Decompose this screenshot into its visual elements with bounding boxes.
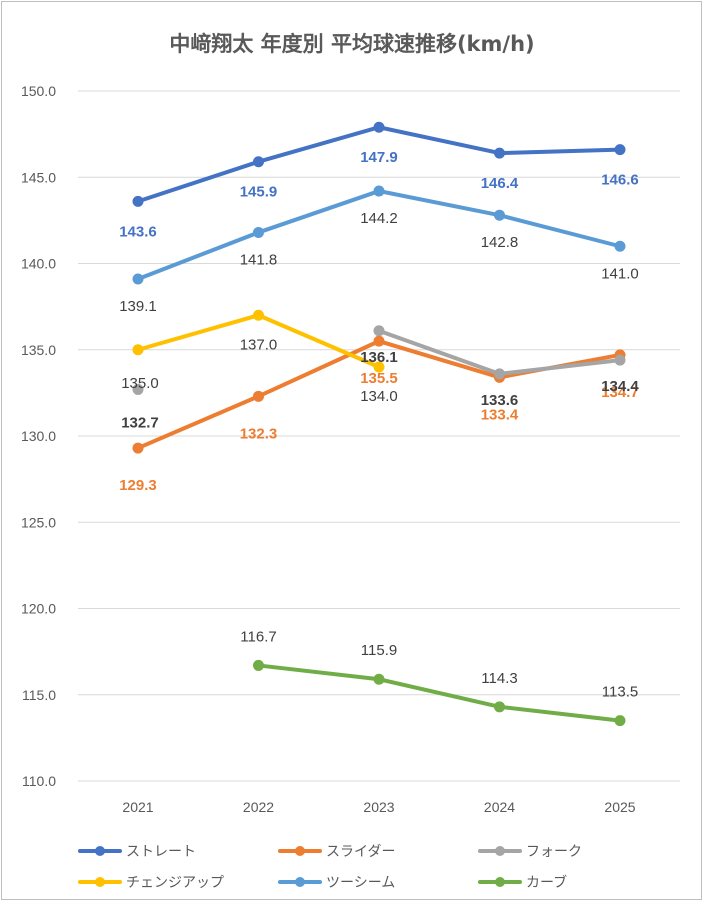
x-tick-label: 2024 — [484, 799, 515, 815]
legend-label: フォーク — [526, 844, 582, 860]
data-label: 142.8 — [481, 234, 519, 251]
data-label: 116.7 — [240, 628, 276, 645]
data-point — [132, 273, 144, 285]
data-point — [614, 354, 626, 366]
data-labels: 143.6 145.9 147.9 146.4 146.6 129.3 132.3 135.5… — [119, 149, 639, 700]
legend-label: カーブ — [526, 874, 567, 891]
legend-marker — [295, 846, 305, 856]
data-point — [253, 659, 264, 671]
legend-item: フォーク — [478, 844, 582, 860]
data-point — [494, 209, 505, 221]
x-tick-label: 2025 — [604, 799, 635, 815]
data-point — [373, 121, 385, 133]
y-tick-label: 115.0 — [22, 687, 56, 703]
data-label: 135.5 — [360, 370, 398, 387]
data-point — [373, 325, 385, 337]
y-tick-label: 130.0 — [21, 428, 56, 444]
legend-label: ストレート — [126, 844, 196, 860]
data-point — [132, 442, 144, 454]
legend-marker — [295, 877, 305, 887]
data-point — [373, 335, 385, 347]
data-label: 115.9 — [361, 642, 397, 659]
data-label: 129.3 — [119, 477, 157, 494]
data-label: 133.4 — [481, 406, 519, 423]
data-point — [614, 240, 626, 252]
legend-marker — [495, 877, 505, 887]
series-line — [256, 663, 622, 723]
data-label: 146.6 — [601, 172, 639, 189]
data-point — [253, 309, 264, 321]
legend-marker — [495, 846, 505, 856]
data-label: 139.1 — [119, 298, 157, 315]
data-label: 141.8 — [240, 251, 278, 268]
legend-item: カーブ — [478, 874, 567, 891]
data-label: 135.0 — [121, 375, 159, 392]
legend-label: ツーシーム — [326, 875, 395, 891]
legend-label: スライダー — [326, 844, 395, 860]
data-point — [494, 701, 505, 713]
y-tick-label: 110.0 — [22, 773, 56, 789]
data-label: 114.3 — [481, 670, 517, 687]
series-line — [136, 189, 622, 282]
data-label: 132.3 — [240, 425, 278, 442]
x-axis-tick-labels: 2021 2022 2023 2024 2025 — [122, 799, 635, 815]
legend-marker — [95, 846, 105, 856]
data-label: 147.9 — [360, 149, 398, 166]
gridlines — [78, 90, 680, 782]
data-point — [253, 156, 264, 168]
data-label: 136.1 — [360, 349, 398, 366]
y-tick-label: 125.0 — [21, 514, 56, 530]
data-label: 146.4 — [481, 175, 519, 192]
data-point — [253, 390, 264, 402]
data-label: 134.7 — [601, 384, 639, 401]
data-label: 141.0 — [601, 265, 639, 282]
data-label: 144.2 — [360, 210, 398, 227]
data-label: 132.7 — [121, 414, 159, 431]
data-point — [373, 361, 385, 373]
data-point — [614, 144, 626, 156]
y-tick-label: 150.0 — [21, 83, 56, 99]
data-label: 133.6 — [481, 392, 519, 409]
y-tick-label: 135.0 — [21, 342, 56, 358]
data-label: 134.0 — [360, 388, 398, 405]
data-point — [253, 226, 264, 238]
data-label: 134.4 — [601, 378, 639, 395]
x-tick-label: 2023 — [363, 799, 394, 815]
data-point — [373, 673, 385, 685]
data-point — [494, 147, 505, 159]
data-point — [132, 383, 144, 395]
data-label: 145.9 — [240, 184, 278, 201]
y-tick-label: 145.0 — [21, 169, 56, 185]
legend-marker — [95, 877, 105, 887]
legend-item: チェンジアップ — [78, 875, 224, 891]
data-point — [494, 368, 505, 380]
data-point — [614, 715, 626, 727]
data-label: 143.6 — [119, 223, 157, 240]
legend-label: チェンジアップ — [126, 875, 224, 891]
data-label: 113.5 — [602, 684, 638, 701]
y-axis-tick-labels: 110.0 115.0 120.0 125.0 130.0 135.0 140.0 145.0… — [21, 83, 56, 789]
x-tick-label: 2022 — [243, 799, 274, 815]
legend-item: ツーシーム — [278, 875, 395, 891]
chart-title: 中﨑翔太 年度別 平均球速推移(km/h) — [169, 32, 534, 56]
data-label: 137.0 — [240, 336, 278, 353]
data-point — [132, 344, 144, 356]
y-tick-label: 140.0 — [21, 256, 56, 272]
legend-item: スライダー — [278, 844, 395, 860]
legend-item: ストレート — [78, 844, 196, 860]
y-tick-label: 120.0 — [21, 601, 56, 617]
x-tick-label: 2021 — [122, 799, 153, 815]
data-point — [132, 195, 144, 207]
series-points — [132, 121, 626, 727]
data-point — [373, 185, 385, 197]
